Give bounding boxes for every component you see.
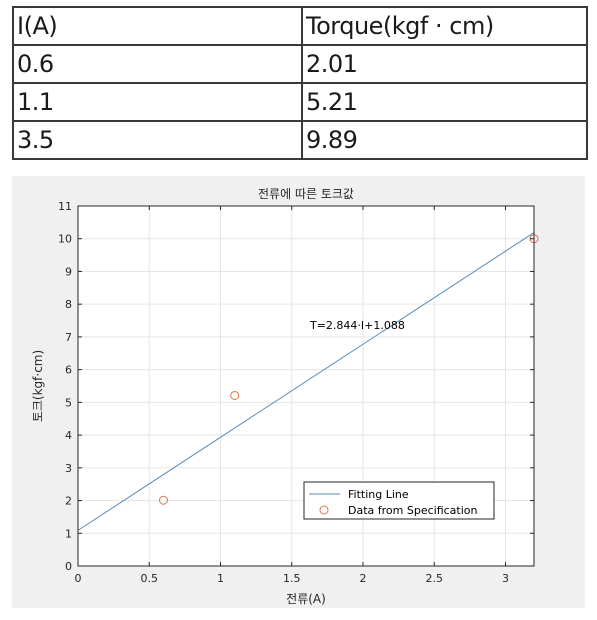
table-row: 3.5 9.89 bbox=[12, 120, 588, 160]
y-tick-label: 11 bbox=[58, 200, 72, 213]
x-tick-label: 2 bbox=[360, 572, 367, 585]
legend-fit-label: Fitting Line bbox=[348, 488, 409, 501]
x-tick-label: 0.5 bbox=[141, 572, 159, 585]
cell-torque: 2.01 bbox=[301, 44, 588, 84]
x-tick-label: 0 bbox=[75, 572, 82, 585]
y-tick-label: 1 bbox=[65, 527, 72, 540]
x-tick-label: 2.5 bbox=[426, 572, 444, 585]
x-ticks: 0 0.5 1 1.5 2 2.5 3 bbox=[75, 206, 509, 585]
header-torque: Torque(kgf · cm) bbox=[301, 6, 588, 46]
header-current: I(A) bbox=[12, 6, 303, 46]
x-axis-label: 전류(A) bbox=[286, 592, 326, 606]
fit-equation-annotation: T=2.844·I+1.088 bbox=[309, 319, 405, 332]
y-tick-label: 3 bbox=[65, 462, 72, 475]
legend-box bbox=[303, 481, 495, 520]
y-tick-label: 0 bbox=[65, 560, 72, 573]
cell-current: 3.5 bbox=[12, 120, 303, 160]
y-tick-label: 8 bbox=[65, 298, 72, 311]
y-axis-label: 토크(kgf·cm) bbox=[31, 350, 45, 422]
data-point-marker bbox=[159, 495, 168, 505]
cell-current: 0.6 bbox=[12, 44, 303, 84]
data-table: I(A) Torque(kgf · cm) 0.6 2.01 1.1 5.21 … bbox=[12, 6, 588, 160]
x-tick-label: 1.5 bbox=[283, 572, 301, 585]
fit-line-layer bbox=[77, 232, 535, 531]
y-tick-label: 6 bbox=[65, 364, 72, 377]
y-tick-label: 9 bbox=[65, 265, 72, 278]
y-tick-label: 4 bbox=[65, 429, 72, 442]
table-row: 1.1 5.21 bbox=[12, 82, 588, 122]
y-tick-label: 2 bbox=[65, 495, 72, 508]
y-tick-label: 10 bbox=[58, 233, 72, 246]
y-tick-label: 5 bbox=[65, 396, 72, 409]
cell-torque: 5.21 bbox=[301, 82, 588, 122]
y-ticks: 0 1 2 3 4 5 6 7 8 9 10 11 bbox=[58, 200, 534, 573]
legend-data-label: Data from Specification bbox=[348, 504, 478, 517]
data-point-marker bbox=[230, 390, 240, 400]
x-tick-label: 3 bbox=[502, 572, 509, 585]
chart-title: 전류에 따른 토크값 bbox=[258, 187, 354, 201]
x-tick-label: 1 bbox=[217, 572, 224, 585]
cell-current: 1.1 bbox=[12, 82, 303, 122]
legend-marker-swatch bbox=[319, 505, 329, 515]
fitting-line bbox=[77, 232, 535, 531]
cell-torque: 9.89 bbox=[301, 120, 588, 160]
y-tick-label: 7 bbox=[65, 331, 72, 344]
chart-figure: 0 0.5 1 1.5 2 2.5 3 0 1 2 3 4 5 6 7 8 9 10 11 전류에 따른 토크값 … bbox=[12, 176, 585, 608]
table-header-row: I(A) Torque(kgf · cm) bbox=[12, 6, 588, 46]
legend: Fitting Line Data from Specification bbox=[303, 481, 495, 520]
plot-frame bbox=[77, 205, 535, 567]
table-row: 0.6 2.01 bbox=[12, 44, 588, 84]
